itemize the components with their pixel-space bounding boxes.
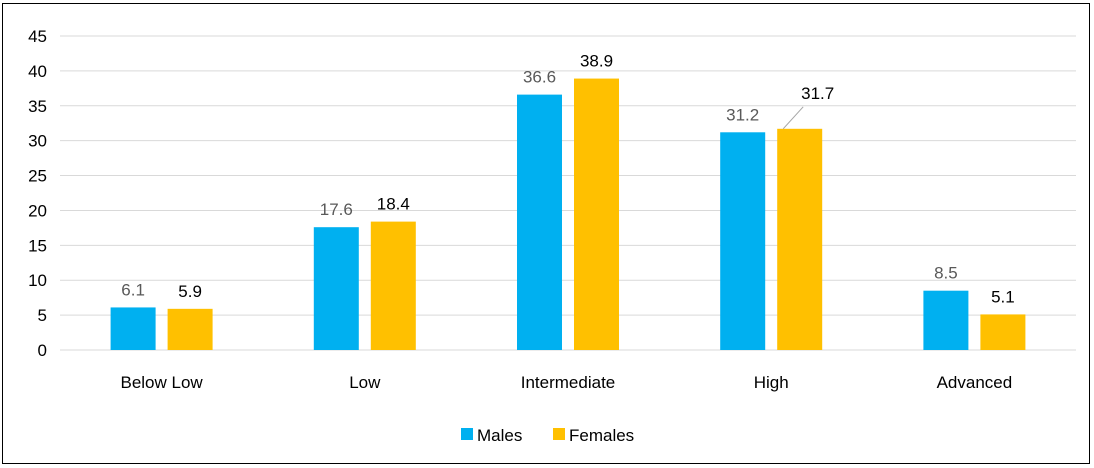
bar-females bbox=[574, 78, 619, 350]
y-tick-label: 20 bbox=[28, 201, 47, 220]
data-label: 36.6 bbox=[523, 68, 556, 87]
data-label: 18.4 bbox=[377, 195, 410, 214]
bar-females bbox=[167, 308, 213, 350]
data-label: 31.2 bbox=[726, 105, 759, 124]
y-tick-label: 15 bbox=[28, 236, 47, 255]
y-axis-ticks: 0 5 10 15 20 25 30 35 40 45 bbox=[28, 27, 47, 360]
bar-males bbox=[313, 227, 359, 350]
y-tick-label: 0 bbox=[38, 341, 47, 360]
bar-females bbox=[370, 221, 416, 350]
bar-males bbox=[517, 94, 562, 350]
data-label: 8.5 bbox=[934, 264, 958, 283]
bars bbox=[110, 78, 1026, 350]
x-axis-ticks: Below Low Low Intermediate High Advanced bbox=[120, 373, 1012, 392]
legend-label: Males bbox=[477, 426, 522, 445]
data-label: 38.9 bbox=[580, 52, 613, 71]
bar-females bbox=[980, 314, 1026, 350]
data-label: 6.1 bbox=[121, 280, 145, 299]
data-labels: 6.1 5.9 17.6 18.4 36.6 38.9 31.2 31.7 8.5 5.1 bbox=[121, 52, 1014, 307]
gridlines bbox=[60, 35, 1076, 351]
x-tick-label: Advanced bbox=[937, 373, 1013, 392]
y-tick-label: 5 bbox=[38, 306, 47, 325]
x-tick-label: Intermediate bbox=[521, 373, 616, 392]
data-label: 5.9 bbox=[178, 282, 202, 301]
data-label-leader-line bbox=[782, 106, 804, 130]
y-tick-label: 10 bbox=[28, 271, 47, 290]
x-tick-label: Below Low bbox=[120, 373, 203, 392]
y-tick-label: 25 bbox=[28, 167, 47, 186]
y-tick-label: 35 bbox=[28, 97, 47, 116]
bar-males bbox=[110, 307, 156, 350]
x-tick-label: High bbox=[754, 373, 789, 392]
data-label: 17.6 bbox=[320, 200, 353, 219]
data-label: 31.7 bbox=[801, 84, 834, 103]
x-tick-label: Low bbox=[349, 373, 381, 392]
y-tick-label: 45 bbox=[28, 27, 47, 46]
bar-males bbox=[720, 132, 766, 350]
legend-label: Females bbox=[569, 426, 634, 445]
legend-swatch-females bbox=[553, 428, 565, 440]
bar-males bbox=[923, 290, 969, 350]
bar-females bbox=[777, 128, 823, 350]
legend-swatch-males bbox=[461, 428, 473, 440]
y-tick-label: 40 bbox=[28, 62, 47, 81]
y-tick-label: 30 bbox=[28, 132, 47, 151]
legend: Males Females bbox=[461, 426, 634, 445]
data-label: 5.1 bbox=[991, 287, 1015, 306]
